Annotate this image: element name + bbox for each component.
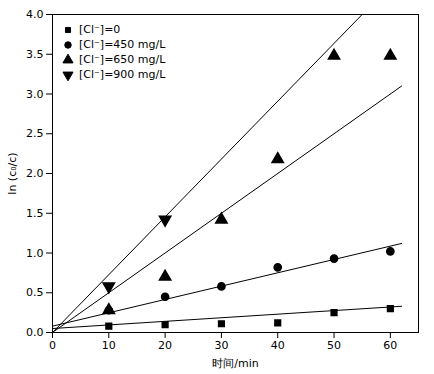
svg-text:20: 20 <box>158 339 172 352</box>
svg-text:60: 60 <box>383 339 397 352</box>
svg-text:0.0: 0.0 <box>26 326 44 339</box>
svg-text:0.5: 0.5 <box>26 286 44 299</box>
html-text:[Cl⁻]=650 mg/L: [Cl⁻]=650 mg/L <box>79 53 166 66</box>
svg-text:2.0: 2.0 <box>26 167 44 180</box>
svg-text:4.0: 4.0 <box>26 8 44 21</box>
html-text:[Cl⁻]=0: [Cl⁻]=0 <box>79 23 121 36</box>
svg-text:3.0: 3.0 <box>26 88 44 101</box>
html-text:[Cl⁻]=900 mg/L: [Cl⁻]=900 mg/L <box>79 68 166 81</box>
svg-text:50: 50 <box>327 339 341 352</box>
svg-text:3.5: 3.5 <box>26 48 44 61</box>
svg-text:1.5: 1.5 <box>26 207 44 220</box>
svg-text:40: 40 <box>271 339 285 352</box>
svg-text:2.5: 2.5 <box>26 127 44 140</box>
svg-text:ln (c₀/c): ln (c₀/c) <box>6 152 19 194</box>
svg-text:10: 10 <box>102 339 116 352</box>
html-text:[Cl⁻]=450 mg/L: [Cl⁻]=450 mg/L <box>79 38 166 51</box>
svg-text:0: 0 <box>49 339 56 352</box>
svg-text:时间/min: 时间/min <box>212 357 258 370</box>
svg-text:1.0: 1.0 <box>26 247 44 260</box>
svg-text:30: 30 <box>214 339 228 352</box>
